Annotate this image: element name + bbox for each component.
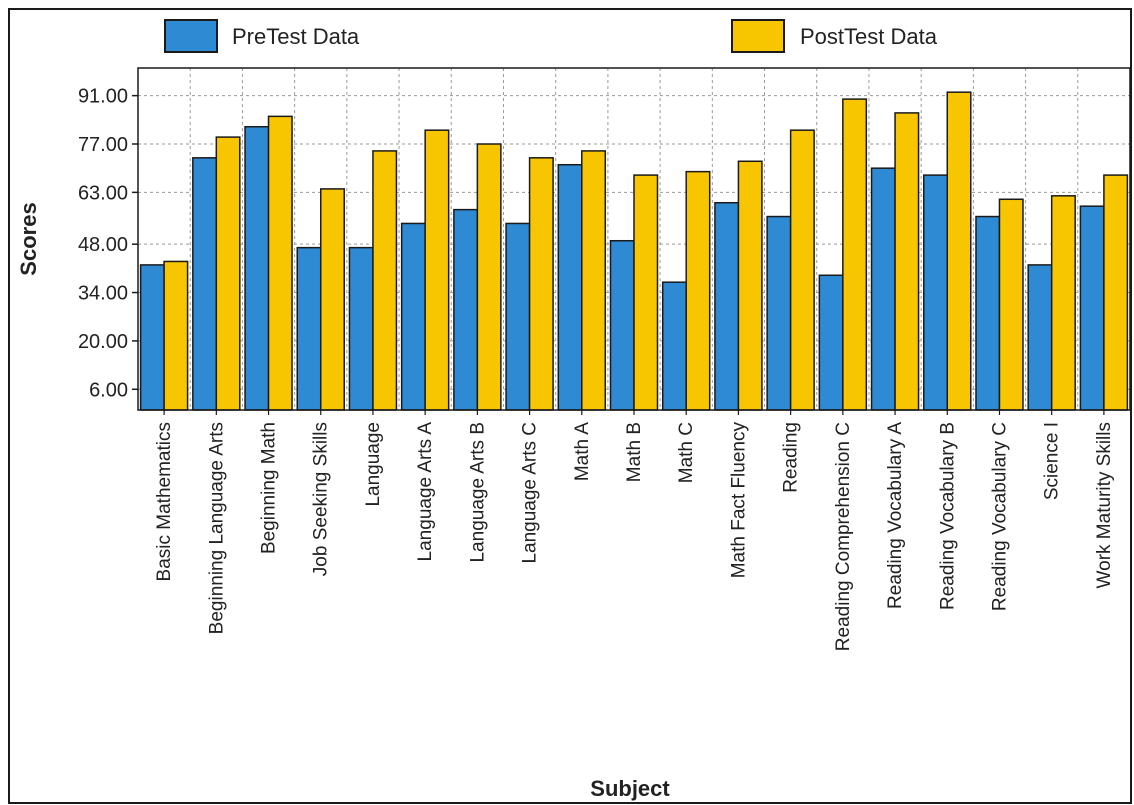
grid-lines xyxy=(138,68,1130,410)
bar-pretest-9 xyxy=(609,239,635,411)
y-axis: 6.00 20.00 34.00 48.00 63.00 77.00 91.00 xyxy=(78,86,138,401)
x-tick-label: Reading Comprehension C xyxy=(833,422,854,651)
bar-posttest-16 xyxy=(998,198,1024,411)
bar-posttest-14 xyxy=(894,112,920,411)
x-tick-label: Basic Mathematics xyxy=(154,422,175,581)
y-tick-label: 63.00 xyxy=(78,182,128,204)
y-tick-label: 77.00 xyxy=(78,134,128,156)
bar-posttest-10 xyxy=(685,170,711,411)
bar-posttest-7 xyxy=(528,157,554,411)
legend-label-posttest: PostTest Data xyxy=(800,24,938,49)
legend-swatch-posttest xyxy=(731,19,785,53)
x-tick-label: Math A xyxy=(572,422,593,481)
bar-pretest-4 xyxy=(348,246,374,411)
bar-pretest-12 xyxy=(766,215,792,411)
bar-posttest-9 xyxy=(633,174,659,411)
bar-posttest-8 xyxy=(581,150,607,411)
x-tick-label: Beginning Language Arts xyxy=(206,422,227,634)
bar-posttest-6 xyxy=(476,143,502,411)
bar-pretest-10 xyxy=(661,281,687,411)
bar-pretest-6 xyxy=(453,208,479,411)
bar-pretest-8 xyxy=(557,163,583,411)
bar-pretest-3 xyxy=(296,246,322,411)
bars xyxy=(139,91,1129,411)
x-tick-label: Work Maturity Skills xyxy=(1094,422,1115,588)
bar-pretest-17 xyxy=(1027,264,1053,411)
bar-posttest-18 xyxy=(1103,174,1129,411)
y-tick-label: 91.00 xyxy=(78,86,128,108)
x-tick-label: Language Arts C xyxy=(520,422,541,564)
x-tick-label: Beginning Math xyxy=(259,422,280,554)
x-axis: Basic Mathematics Beginning Language Arts… xyxy=(154,410,1115,651)
x-tick-label: Language xyxy=(363,422,384,507)
bar-posttest-2 xyxy=(267,115,293,411)
bar-posttest-13 xyxy=(842,98,868,411)
x-tick-label: Language Arts B xyxy=(467,422,488,563)
x-tick-label: Math C xyxy=(676,422,697,483)
bar-posttest-15 xyxy=(946,91,972,411)
y-tick-label: 20.00 xyxy=(78,331,128,353)
bar-posttest-12 xyxy=(789,129,815,411)
bar-pretest-18 xyxy=(1079,205,1105,411)
legend: PreTest Data PostTest Data xyxy=(164,19,938,53)
bar-pretest-2 xyxy=(244,125,270,411)
x-tick-label: Science I xyxy=(1042,422,1063,500)
bar-posttest-4 xyxy=(372,150,398,411)
bar-pretest-13 xyxy=(818,274,844,411)
bar-pretest-5 xyxy=(400,222,426,411)
x-tick-label: Language Arts A xyxy=(415,422,436,562)
bar-posttest-17 xyxy=(1050,195,1076,411)
bar-pretest-15 xyxy=(923,174,949,411)
y-axis-title: Scores xyxy=(16,202,41,275)
x-tick-label: Reading Vocabulary C xyxy=(989,422,1010,611)
x-tick-label: Math B xyxy=(624,422,645,482)
bar-posttest-0 xyxy=(163,260,189,411)
bar-pretest-14 xyxy=(870,167,896,411)
legend-swatch-pretest xyxy=(164,19,218,53)
chart-frame: PreTest Data PostTest Data 6.00 20.00 34.0… xyxy=(8,8,1132,804)
x-tick-label: Reading Vocabulary A xyxy=(885,422,906,609)
bar-posttest-1 xyxy=(215,136,241,411)
y-tick-label: 34.00 xyxy=(78,283,128,305)
x-tick-label: Math Fact Fluency xyxy=(728,422,749,579)
bar-posttest-11 xyxy=(737,160,763,411)
y-tick-label: 48.00 xyxy=(78,234,128,256)
x-tick-label: Job Seeking Skills xyxy=(311,422,332,576)
bar-chart: PreTest Data PostTest Data 6.00 20.00 34.0… xyxy=(16,19,1130,801)
bar-posttest-5 xyxy=(424,129,450,411)
bar-pretest-1 xyxy=(192,157,218,411)
bar-pretest-0 xyxy=(139,264,165,411)
bar-pretest-7 xyxy=(505,222,531,411)
bar-pretest-11 xyxy=(714,201,740,411)
x-tick-label: Reading xyxy=(781,422,802,493)
x-axis-title: Subject xyxy=(590,776,670,801)
legend-label-pretest: PreTest Data xyxy=(232,24,360,49)
y-tick-label: 6.00 xyxy=(89,379,128,401)
bar-pretest-16 xyxy=(975,215,1001,411)
x-tick-label: Reading Vocabulary B xyxy=(937,422,958,610)
bar-posttest-3 xyxy=(319,188,345,411)
